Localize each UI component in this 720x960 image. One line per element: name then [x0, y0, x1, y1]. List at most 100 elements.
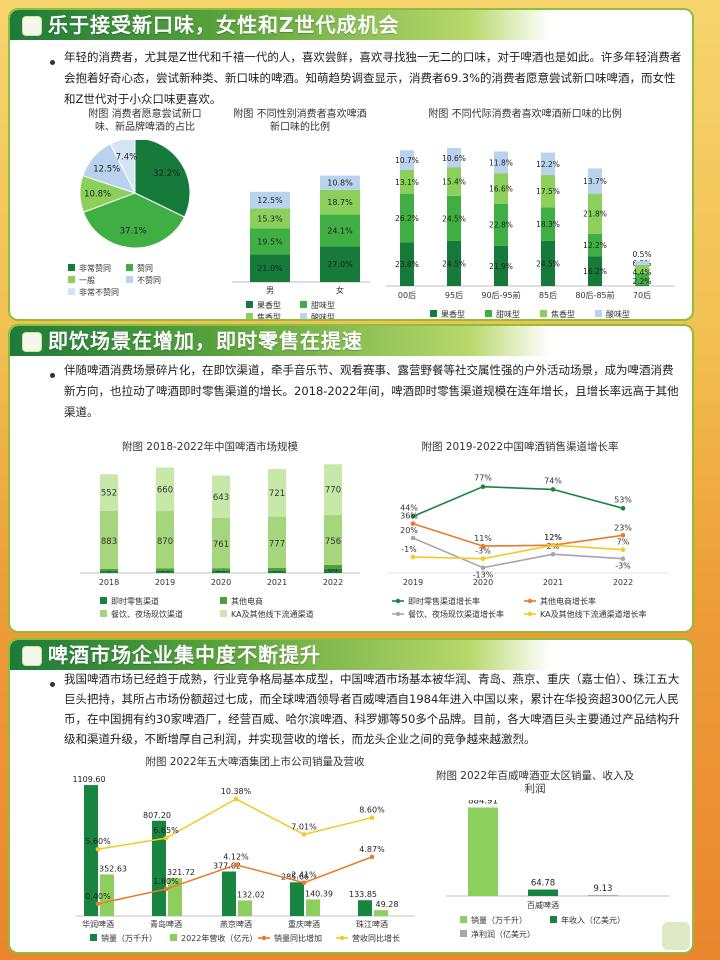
five-legend-item-marker — [261, 935, 267, 941]
gen-legend-item-swatch — [595, 310, 602, 317]
growth-point — [550, 551, 556, 557]
market-legend-item-label: KA及其他线下流通渠道 — [231, 609, 314, 619]
market-x-tick: 2018 — [99, 578, 119, 587]
gen-segment-label: 23.8% — [395, 260, 419, 269]
market-size-stacked-bar-chart: 9288835522018133887066020192342761643202… — [80, 464, 360, 619]
five-bar-label: 377.02 — [213, 862, 241, 871]
ab-bar-label: 64.78 — [531, 879, 555, 889]
market-bar-segment — [156, 467, 174, 512]
section-3-header: 啤酒市场企业集中度不断提升 — [10, 640, 550, 670]
market-bar-segment — [212, 518, 230, 569]
growth-point — [550, 487, 556, 492]
five-line-point — [369, 854, 375, 860]
pie-legend-item-swatch — [68, 288, 75, 295]
gen-bar-segment — [494, 203, 508, 246]
growth-data-label: 7% — [617, 538, 630, 547]
gen-segment-label: 12.2% — [583, 241, 607, 250]
market-bar-segment — [100, 474, 118, 511]
growth-point — [620, 547, 626, 552]
market-bar-segment — [156, 568, 174, 571]
pie-legend-item-swatch — [126, 276, 133, 283]
growth-point — [410, 521, 416, 526]
growth-point — [550, 542, 556, 548]
gen-legend-item-label: 甜味型 — [496, 309, 520, 319]
five-line-point — [369, 815, 375, 820]
five-legend-item-label: 2022年营收（亿元） — [181, 933, 257, 943]
growth-legend-item-marker — [395, 598, 401, 604]
five-bar-label: 285.66 — [281, 872, 309, 881]
five-line-label: 5.60% — [85, 837, 111, 846]
ab-legend-item-swatch — [460, 916, 467, 923]
five-bar-label: 132.02 — [237, 890, 265, 899]
ab-chart-title: 附图 2022年百威啤酒亚太区销量、收入及利润 — [435, 770, 635, 795]
pie-legend-item-label: 非常不赞同 — [79, 287, 119, 297]
pie-legend-item-swatch — [68, 264, 75, 271]
pie-slice-label: 32.2% — [153, 169, 180, 179]
five-line-point — [163, 886, 169, 892]
five-bar — [100, 874, 114, 916]
growth-x-tick: 2020 — [473, 578, 493, 587]
gen-bar-segment — [588, 168, 602, 194]
five-line-point — [163, 835, 169, 841]
gender-segment-label: 18.7% — [327, 198, 353, 207]
five-line-label: 0.40% — [85, 892, 111, 901]
gen-segment-label: 2.2% — [632, 277, 651, 286]
header-leaf-icon — [22, 646, 42, 666]
market-segment-label: 761 — [213, 540, 229, 550]
gen-bar-segment — [541, 152, 555, 176]
market-segment-label: 870 — [157, 537, 173, 547]
gen-bar-segment — [494, 173, 508, 204]
gen-x-tick: 80后-85前 — [575, 290, 614, 300]
gender-legend-item-label: 甜味型 — [311, 300, 335, 310]
market-bar-segment — [324, 564, 342, 569]
ab-legend-item-label: 销量（万千升） — [471, 915, 527, 925]
gen-x-tick: 85后 — [539, 290, 557, 300]
gender-bar-segment — [320, 189, 360, 215]
market-bar-segment — [212, 568, 230, 571]
pie-slice-label: 10.8% — [84, 190, 111, 200]
five-bar — [306, 899, 320, 916]
header-leaf-icon — [22, 332, 42, 352]
bullet-dot — [50, 60, 55, 65]
five-bar — [152, 820, 166, 916]
five-legend-item-label: 销量（万千升） — [101, 933, 157, 943]
gen-bar-segment — [400, 169, 414, 194]
ab-bar-label: 884.91 — [468, 800, 498, 807]
gen-bar-segment — [541, 240, 555, 286]
growth-series-line — [412, 537, 624, 569]
five-bar-label: 321.72 — [167, 868, 195, 877]
market-legend-item-swatch — [220, 597, 227, 604]
growth-point — [410, 514, 416, 519]
growth-point — [410, 535, 416, 541]
five-line-label: 4.87% — [359, 845, 385, 854]
market-segment-label: 721 — [269, 489, 285, 499]
gender-bar-segment — [250, 228, 290, 255]
pie-legend-item-label: 非常赞同 — [79, 263, 111, 273]
section-1-card: 乐于接受新口味，女性和Z世代成机会 年轻的消费者，尤其是Z世代和千禧一代的人，喜… — [8, 8, 694, 321]
section-2-paragraph: 伴随啤酒消费场景碎片化，在即饮渠道，牵手音乐节、观看赛事、露营野餐等社交属性强的… — [64, 363, 679, 419]
gender-stacked-bar-chart: 21.0% 19.5% 15.3% 12.5% 男 27.0% 24.1% 18.7% 10.8… — [232, 175, 370, 319]
five-legend-item-swatch — [170, 934, 177, 941]
market-segment-label: 660 — [157, 485, 173, 495]
five-legend-item-swatch — [90, 934, 97, 941]
gen-segment-label: 15.4% — [442, 178, 466, 187]
market-legend-item-swatch — [100, 610, 107, 617]
growth-x-tick: 2019 — [403, 578, 423, 587]
growth-legend-item-marker — [395, 611, 401, 617]
five-line-point — [95, 901, 101, 907]
five-bar-label: 133.85 — [349, 890, 377, 899]
five-line-label: 1.80% — [153, 877, 179, 886]
gen-bar-segment — [447, 148, 461, 168]
growth-legend-item-label: 餐饮、夜场现饮渠道增长率 — [408, 609, 504, 619]
gender-legend-item-swatch — [246, 313, 253, 319]
gen-segment-label: 4.4% — [632, 268, 651, 277]
five-x-tick: 青岛啤酒 — [150, 919, 182, 929]
gen-legend-item-label: 果香型 — [441, 309, 465, 319]
generation-stacked-bar-chart: 23.8% 26.2% 13.1% 10.7% 00后 24.5% 24.5% 15.4% 10… — [386, 148, 675, 319]
section-3-card: 啤酒市场企业集中度不断提升 我国啤酒市场已经趋于成熟，行业竞争格局基本成型，中国… — [8, 638, 694, 954]
gen-bar-segment — [447, 195, 461, 241]
gen-bar-segment — [635, 265, 649, 274]
gen-segment-label: 17.5% — [536, 187, 560, 196]
five-bar-label: 352.63 — [99, 864, 127, 873]
gen-bar-segment — [447, 240, 461, 286]
